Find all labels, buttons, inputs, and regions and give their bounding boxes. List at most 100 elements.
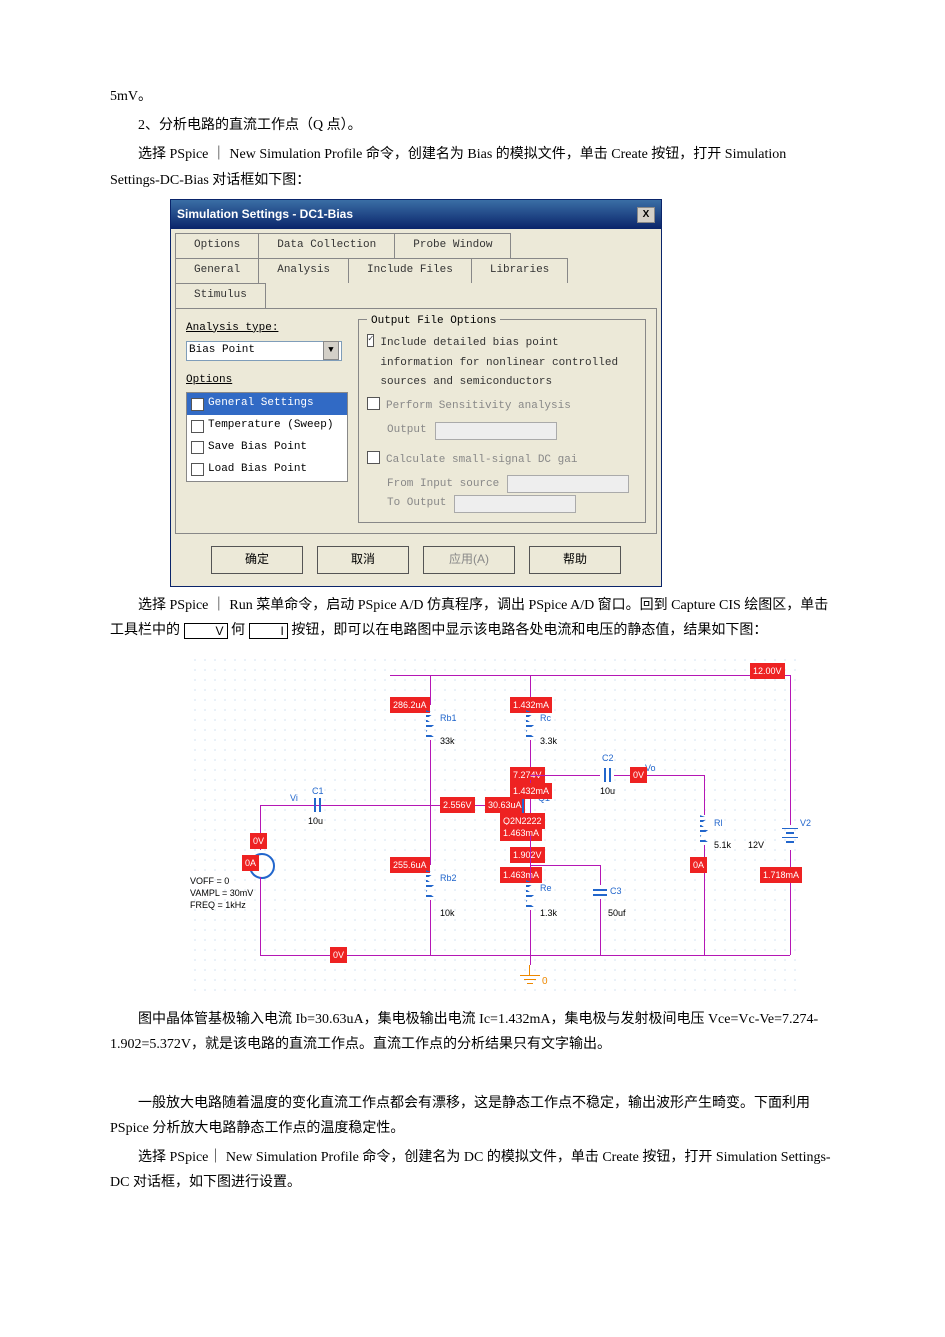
sub-label: From Input source	[387, 475, 499, 495]
sub-label: Output	[387, 421, 427, 441]
tab-include-files[interactable]: Include Files	[348, 258, 472, 283]
dot-grid	[190, 655, 800, 995]
opt-temperature[interactable]: Temperature (Sweep)	[187, 415, 347, 437]
tab-data-collection[interactable]: Data Collection	[258, 233, 395, 258]
value-rb1: 33k	[440, 733, 455, 749]
ground-zero: 0	[542, 973, 548, 991]
tab-analysis[interactable]: Analysis	[258, 258, 349, 283]
cb-sensitivity[interactable]: Perform Sensitivity analysis	[367, 397, 637, 417]
to-output-field[interactable]	[454, 495, 576, 513]
label-rc: Rc	[540, 710, 551, 726]
cancel-button[interactable]: 取消	[317, 546, 409, 574]
cb-dc-gain[interactable]: Calculate small-signal DC gai	[367, 451, 637, 471]
ok-button[interactable]: 确定	[211, 546, 303, 574]
label-c3: C3	[610, 883, 622, 899]
wire	[530, 775, 600, 776]
tag-icq: 1.432mA	[510, 783, 552, 799]
tab-general[interactable]: General	[175, 258, 259, 283]
text-run-c: 按钮，即可以在电路图中显示该电路各处电流和电压的静态值，结果如下图：	[291, 623, 767, 638]
para-create-dc: 选择 PSpice｜ New Simulation Profile 命令，创建名…	[110, 1145, 835, 1195]
cap-c1	[310, 798, 324, 812]
label-re: Re	[540, 880, 552, 896]
wire	[530, 955, 531, 965]
group-legend: Output File Options	[367, 312, 500, 332]
checkbox-icon	[191, 441, 204, 454]
tag-irb2: 255.6uA	[390, 857, 430, 873]
checkbox-icon: ✓	[367, 334, 374, 347]
from-input-row: From Input source	[387, 475, 637, 495]
resistor-rl	[700, 815, 708, 845]
wire	[260, 877, 261, 955]
sensitivity-output-input[interactable]	[435, 422, 557, 440]
wire	[790, 675, 791, 825]
toolbar-i-button[interactable]: I	[249, 623, 288, 639]
text-5mv: 5mV。	[110, 84, 835, 109]
apply-button[interactable]: 应用(A)	[423, 546, 515, 574]
label-rb1: Rb1	[440, 710, 457, 726]
para-result: 图中晶体管基极输入电流 Ib=30.63uA，集电极输出电流 Ic=1.432m…	[110, 1007, 835, 1057]
battery-v2	[782, 825, 798, 846]
value-v2: 12V	[748, 837, 764, 853]
resistor-rb2	[426, 870, 434, 900]
sub-label: To Output	[387, 494, 446, 514]
options-label: Options	[186, 371, 346, 391]
resistor-rc	[526, 710, 534, 740]
dialog-tabs-row2: General Analysis Include Files Libraries…	[171, 258, 661, 308]
heading-2: 2、分析电路的直流工作点（Q 点）。	[110, 113, 835, 138]
checkbox-icon	[367, 397, 380, 410]
label-v2: V2	[800, 815, 811, 831]
help-button[interactable]: 帮助	[529, 546, 621, 574]
tag-vi0: 0V	[250, 833, 267, 849]
cb-include-detailed[interactable]: ✓ Include detailed bias point informatio…	[367, 334, 637, 393]
toolbar-v-button[interactable]: V	[184, 623, 228, 639]
value-rl: 5.1k	[714, 837, 731, 853]
dialog-titlebar: Simulation Settings - DC1-Bias X	[171, 200, 661, 230]
dialog-body: Analysis type: Bias Point ▼ Options ✓Gen…	[175, 308, 657, 534]
tag-v12: 12.00V	[750, 663, 785, 679]
tab-stimulus[interactable]: Stimulus	[175, 283, 266, 308]
cb-label: Perform Sensitivity analysis	[386, 397, 571, 417]
opt-general-settings[interactable]: ✓General Settings	[187, 393, 347, 415]
wire	[430, 900, 431, 955]
opt-save-bias[interactable]: Save Bias Point	[187, 437, 347, 459]
tab-probe-window[interactable]: Probe Window	[394, 233, 511, 258]
tag-icq2: 1.463mA	[500, 825, 542, 841]
chevron-down-icon: ▼	[323, 341, 339, 359]
label-c1: C1	[312, 783, 324, 799]
value-c2: 10u	[600, 783, 615, 799]
tag-ib: 30.63uA	[485, 797, 525, 813]
cb-label: Include detailed bias point information …	[380, 334, 637, 393]
analysis-type-combo[interactable]: Bias Point ▼	[186, 341, 342, 361]
cap-c3	[593, 885, 607, 899]
cap-c2	[600, 768, 614, 782]
output-file-options-group: Output File Options ✓ Include detailed b…	[358, 319, 646, 523]
wire	[600, 865, 601, 885]
from-input-field[interactable]	[507, 475, 629, 493]
sensitivity-output-row: Output	[387, 421, 637, 441]
value-re: 1.3k	[540, 905, 557, 921]
dialog-tabs: Options Data Collection Probe Window	[171, 229, 661, 258]
close-icon[interactable]: X	[637, 207, 655, 223]
wire	[704, 775, 705, 815]
wire	[390, 675, 790, 676]
analysis-type-value: Bias Point	[189, 341, 255, 361]
text-run-b: 何	[231, 623, 249, 638]
checkbox-icon	[191, 463, 204, 476]
simulation-settings-dialog: Simulation Settings - DC1-Bias X Options…	[170, 199, 835, 587]
wire	[430, 805, 431, 865]
dialog-title: Simulation Settings - DC1-Bias	[177, 204, 353, 226]
wire	[614, 775, 704, 776]
label-vi: Vi	[290, 790, 298, 806]
para-run: 选择 PSpice ｜ Run 菜单命令，启动 PSpice A/D 仿真程序，…	[110, 593, 835, 643]
tag-vb: 2.556V	[440, 797, 475, 813]
tab-options[interactable]: Options	[175, 233, 259, 258]
tag-vgnd: 0V	[330, 947, 347, 963]
src-freq: FREQ = 1kHz	[190, 897, 246, 913]
wire	[530, 865, 531, 880]
label-rl: Rl	[714, 815, 723, 831]
opt-load-bias[interactable]: Load Bias Point	[187, 459, 347, 481]
tab-libraries[interactable]: Libraries	[471, 258, 568, 283]
circuit-diagram: 12.00V 286.2uA 1.432mA Rb1 33k Rc 3.3k 7…	[190, 655, 835, 995]
wire	[530, 835, 531, 865]
analysis-type-label: Analysis type:	[186, 319, 346, 339]
